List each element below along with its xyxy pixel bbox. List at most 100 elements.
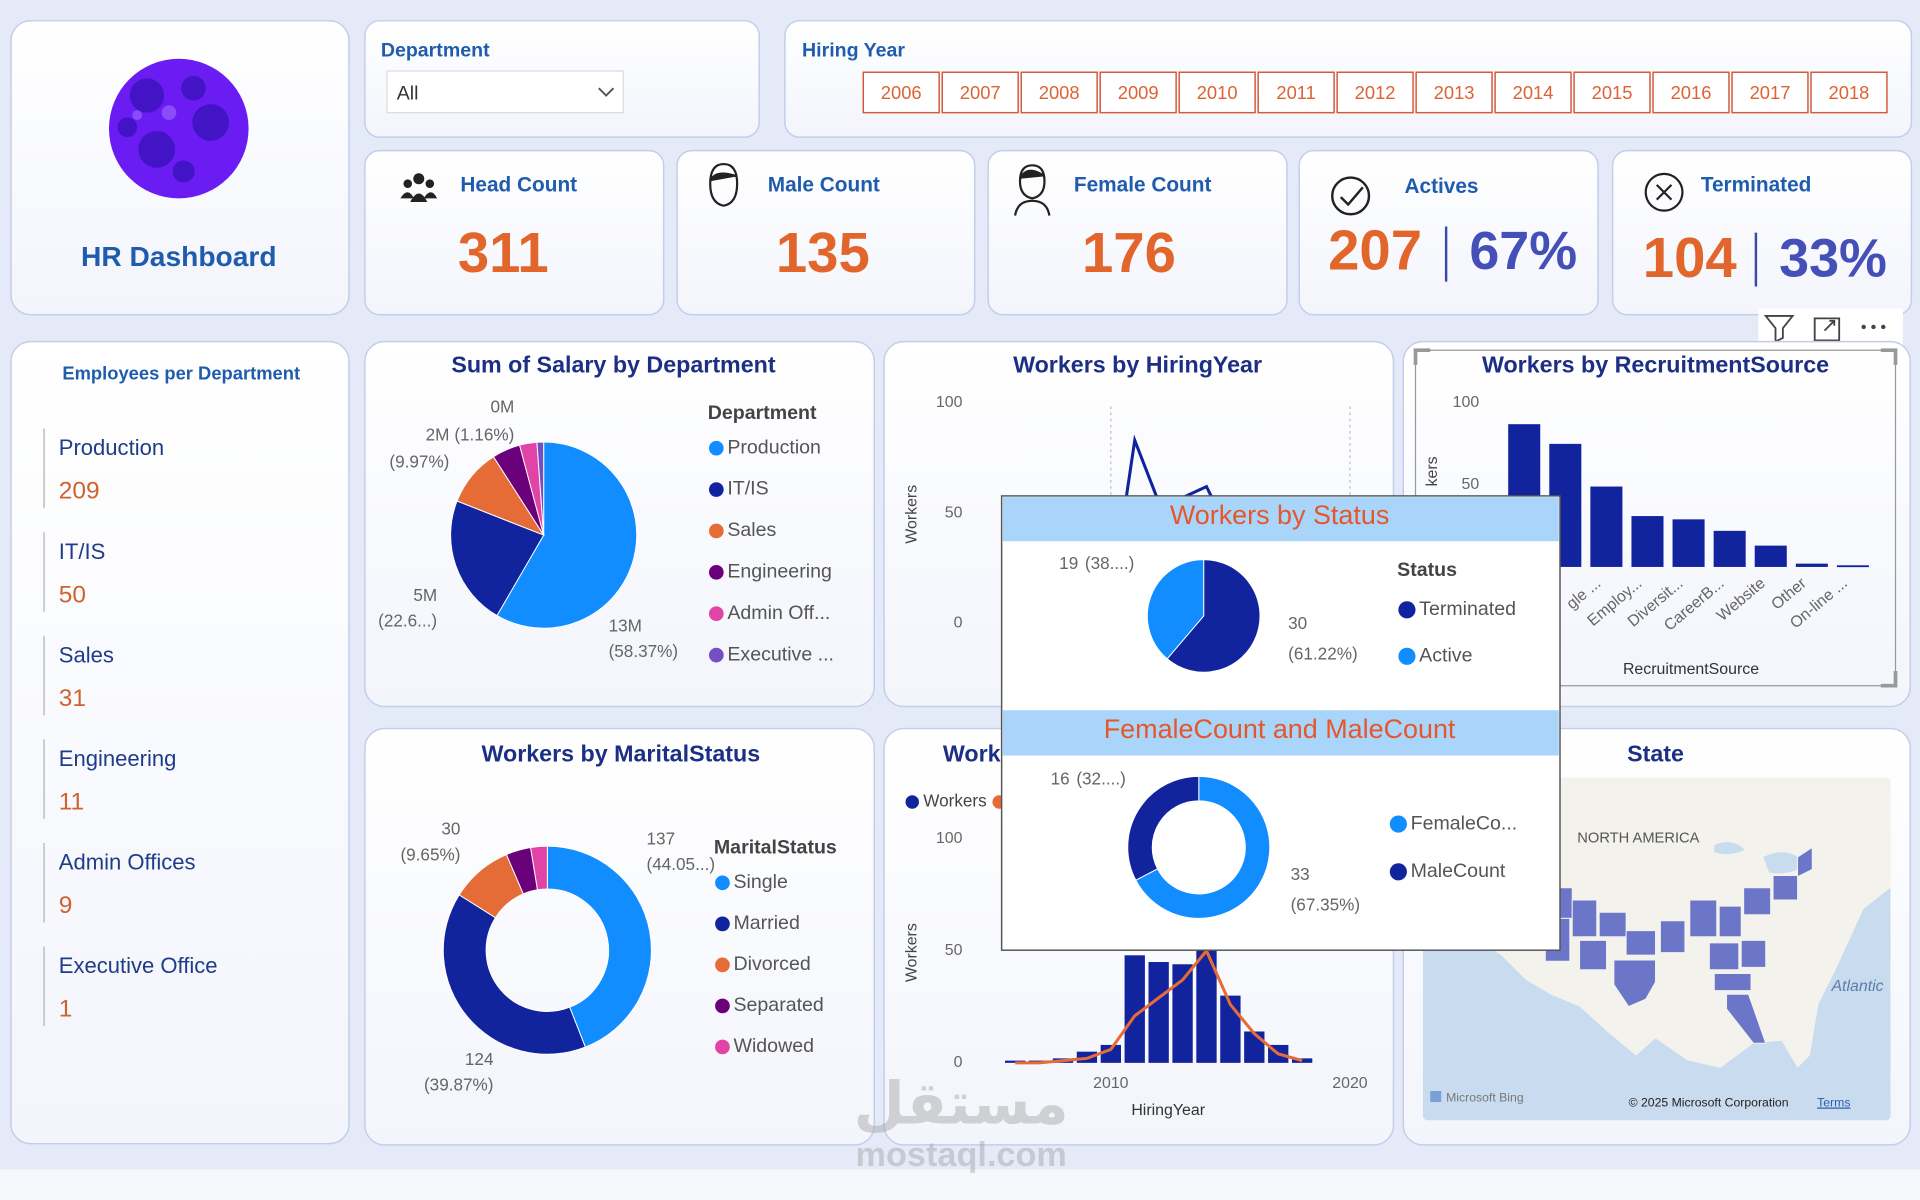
bar xyxy=(1196,917,1217,1063)
popup-band xyxy=(1002,710,1559,756)
data-label: 137 xyxy=(647,829,676,849)
data-label: 30 xyxy=(1288,613,1307,633)
focus-icon[interactable] xyxy=(1813,317,1841,342)
x-axis-label: HiringYear xyxy=(1131,1102,1205,1119)
popup-band xyxy=(1002,497,1559,542)
map-copyright: © 2025 Microsoft Corporation xyxy=(1629,1095,1789,1109)
icon-people xyxy=(400,173,438,203)
more-icon[interactable] xyxy=(1861,324,1886,330)
bing-logo xyxy=(1430,1091,1442,1103)
kpi-card xyxy=(987,149,1288,316)
legend-label[interactable]: Sales xyxy=(727,519,776,541)
legend-marker xyxy=(708,564,724,580)
department-name: Sales xyxy=(59,642,114,667)
data-label: 13M xyxy=(609,615,642,635)
legend-label[interactable]: Married xyxy=(733,912,799,934)
year-button-label[interactable]: 2013 xyxy=(1434,82,1475,103)
legend-label[interactable]: Separated xyxy=(733,994,823,1016)
year-button[interactable] xyxy=(1257,71,1335,114)
kpi-value: 207 xyxy=(1328,219,1422,282)
legend-marker xyxy=(715,875,730,891)
kpi-label: Male Count xyxy=(768,174,880,197)
legend-label[interactable]: Production xyxy=(727,436,821,458)
legend-marker xyxy=(715,998,730,1014)
year-button[interactable] xyxy=(1731,71,1809,114)
legend-title: Status xyxy=(1397,559,1457,581)
visual-header[interactable] xyxy=(1758,308,1903,346)
y-tick-label: 0 xyxy=(954,614,963,631)
year-button-label[interactable]: 2010 xyxy=(1197,82,1238,103)
legend-label[interactable]: MaleCount xyxy=(1411,860,1506,882)
data-label: 124 xyxy=(465,1049,494,1069)
x-axis-label: RecruitmentSource xyxy=(1623,661,1759,678)
year-button-label[interactable]: 2016 xyxy=(1671,82,1712,103)
department-dropdown[interactable]: All xyxy=(386,70,624,114)
kpi-card xyxy=(1298,149,1599,316)
charts: Sum of Salary by Department 13M (58.37%) 5M… xyxy=(378,351,1869,1119)
year-button-label[interactable]: 2009 xyxy=(1118,82,1159,103)
data-label-percent: (39.87%) xyxy=(424,1075,494,1095)
watermark-brand: مستقل xyxy=(854,1072,1069,1137)
legend-marker xyxy=(1398,601,1416,619)
year-button[interactable] xyxy=(1810,71,1888,114)
year-button[interactable] xyxy=(1652,71,1730,114)
department-count: 11 xyxy=(59,788,84,815)
bar xyxy=(1124,955,1145,1063)
year-button-label[interactable]: 2011 xyxy=(1276,82,1315,103)
year-button[interactable] xyxy=(862,71,940,114)
year-button[interactable] xyxy=(1336,71,1414,114)
legend-label[interactable]: Executive ... xyxy=(727,643,834,665)
data-label-percent: (22.6...) xyxy=(378,611,437,631)
year-button[interactable] xyxy=(1020,71,1098,114)
year-button-label[interactable]: 2012 xyxy=(1355,82,1396,103)
legend-label[interactable]: Admin Off... xyxy=(727,602,830,624)
year-button[interactable] xyxy=(1494,71,1572,114)
legend-marker xyxy=(1389,815,1407,833)
y-axis-label: kers xyxy=(1424,456,1441,486)
dashboard-title: HR Dashboard xyxy=(81,241,277,272)
chevron[interactable] xyxy=(598,87,615,97)
year-button-label[interactable]: 2015 xyxy=(1592,82,1633,103)
legend-label[interactable]: FemaleCo... xyxy=(1411,812,1518,834)
bar xyxy=(1291,1058,1313,1063)
donut-slice xyxy=(1135,775,1271,919)
legend-title: MaritalStatus xyxy=(714,837,837,859)
year-button[interactable] xyxy=(1178,71,1256,114)
data-label: 0M xyxy=(490,396,514,416)
data-label-percent: (58.37%) xyxy=(609,641,679,661)
year-button-label[interactable]: 2007 xyxy=(960,82,1001,103)
year-button-label[interactable]: 2014 xyxy=(1513,82,1554,103)
legend-label[interactable]: Workers xyxy=(923,791,986,811)
kpi-share: 33% xyxy=(1779,228,1887,288)
legend-label[interactable]: Active xyxy=(1419,644,1472,666)
legend-label[interactable]: Divorced xyxy=(733,953,810,975)
bar xyxy=(1713,530,1746,567)
legend-label[interactable]: Engineering xyxy=(727,560,832,582)
bar xyxy=(1672,519,1705,567)
year-button[interactable] xyxy=(941,71,1019,114)
year-button[interactable] xyxy=(1415,71,1493,114)
legend-label[interactable]: IT/IS xyxy=(727,478,768,500)
year-button[interactable] xyxy=(1099,71,1177,114)
data-label: 19 xyxy=(1059,553,1078,573)
y-axis-label: Workers xyxy=(903,923,920,982)
data-label: 30 xyxy=(441,819,460,839)
year-button-label[interactable]: 2018 xyxy=(1829,82,1870,103)
dropdown-box[interactable] xyxy=(386,70,624,114)
bar xyxy=(1836,565,1869,568)
department-name: Admin Offices xyxy=(59,850,196,875)
legend-label[interactable]: Widowed xyxy=(733,1035,814,1057)
legend-label[interactable]: Terminated xyxy=(1419,598,1516,620)
kpi-value: 176 xyxy=(1082,221,1176,284)
pie-slice xyxy=(536,441,545,536)
dropdown-value[interactable]: All xyxy=(397,82,419,104)
slicer-label: Hiring Year xyxy=(802,40,905,62)
year-button-label[interactable]: 2006 xyxy=(881,82,922,103)
year-button-label[interactable]: 2008 xyxy=(1039,82,1080,103)
y-tick-label: 0 xyxy=(954,1054,963,1071)
map-terms[interactable]: Terms xyxy=(1817,1095,1850,1109)
year-button[interactable] xyxy=(1573,71,1651,114)
year-button-label[interactable]: 2017 xyxy=(1750,82,1791,103)
legend-label[interactable]: Single xyxy=(733,871,788,893)
filter-icon[interactable] xyxy=(1763,315,1795,344)
